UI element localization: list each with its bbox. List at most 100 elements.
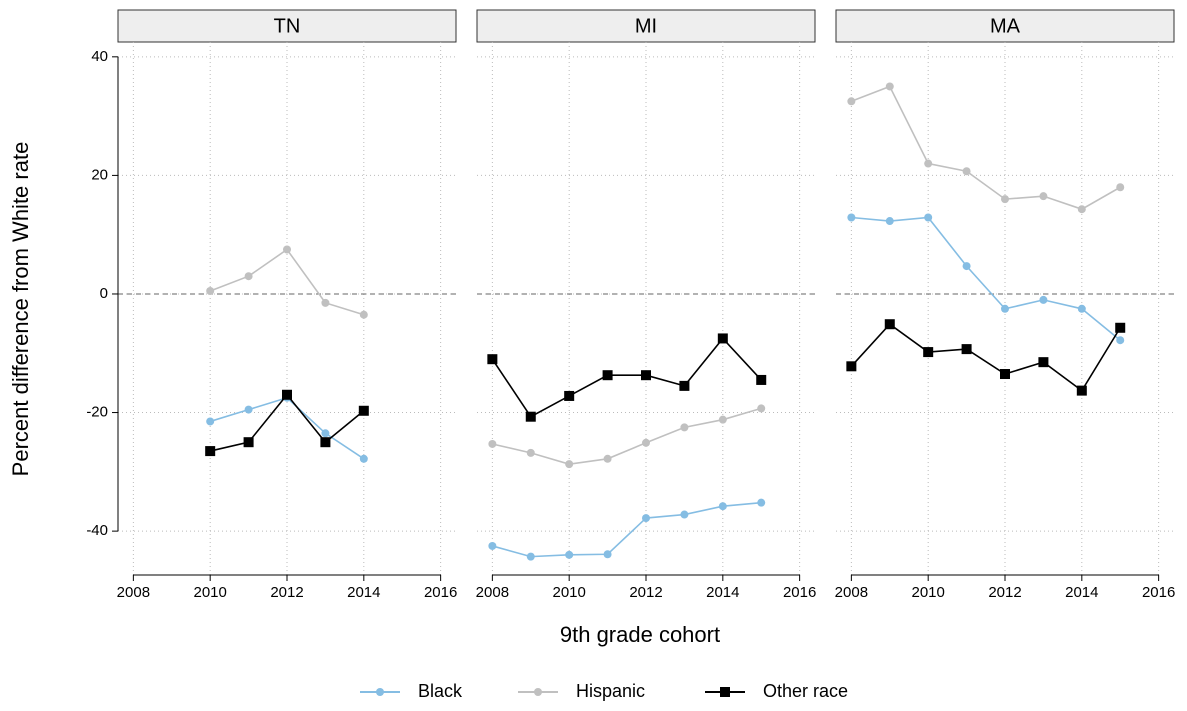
point [1077,304,1086,313]
line [851,216,1121,341]
point [603,454,612,463]
panel-title: TN [274,15,301,37]
point [757,498,766,507]
x-tick-label: 2010 [911,584,944,601]
legend-label: Other race [763,681,848,701]
point [1001,304,1009,313]
point [718,502,727,511]
point [924,159,933,168]
point [488,541,497,550]
y-tick-label: 40 [91,48,108,65]
point [526,448,535,457]
point [603,550,612,559]
point [564,390,575,401]
x-axis-label: 9th grade cohort [560,622,720,647]
line [492,407,762,465]
line [492,501,762,558]
legend-marker [376,688,384,696]
point [718,415,727,424]
point [282,389,292,400]
point [283,245,291,254]
point [488,439,497,448]
point [205,446,216,457]
point [885,82,894,91]
point [847,97,856,106]
x-tick-label: 2014 [347,584,380,601]
x-tick-label: 2012 [629,584,662,601]
x-tick-label: 2014 [706,584,739,601]
point [565,550,574,559]
strip [835,9,1175,43]
point [641,370,651,381]
strip [117,9,457,43]
point [679,380,690,391]
legend-label: Hispanic [576,681,645,701]
point [642,438,650,447]
point [243,437,254,448]
point [359,454,368,463]
legend-label: Black [418,681,463,701]
point [358,405,369,416]
point [1039,192,1048,201]
point [602,370,613,381]
point [1038,357,1049,368]
x-tick-label: 2016 [424,584,457,601]
line [851,85,1121,211]
point [680,510,689,519]
point [206,287,215,296]
point [1116,336,1125,345]
point [206,417,215,426]
legend-marker [534,688,542,696]
point [1116,183,1125,192]
point [526,552,535,561]
point [487,354,498,365]
point [359,310,368,319]
strip [476,9,816,43]
point [1115,322,1126,333]
x-tick-label: 2016 [1142,584,1175,601]
point [756,374,767,385]
line [850,323,1121,392]
point [884,319,895,330]
x-tick-label: 2012 [988,584,1021,601]
panel-title: MI [635,15,657,37]
point [923,347,934,358]
point [321,298,330,307]
x-tick-label: 2012 [270,584,303,601]
y-tick-label: -20 [86,404,108,421]
y-tick-label: 0 [100,285,108,302]
point [757,404,766,413]
point [962,167,971,176]
panel-title: MA [990,15,1021,37]
legend-marker [720,687,730,697]
y-axis-label: Percent difference from White rate [8,142,33,477]
point [680,423,689,432]
point [846,361,857,372]
line [491,337,762,418]
point [1077,205,1086,214]
point [1000,369,1010,380]
point [1076,385,1087,396]
point [962,262,971,271]
point [320,437,331,448]
point [1039,295,1048,304]
point [717,333,728,344]
x-tick-label: 2010 [193,584,226,601]
point [565,460,574,469]
x-tick-label: 2008 [476,584,509,601]
point [961,344,972,355]
x-tick-label: 2010 [552,584,585,601]
point [321,429,330,438]
x-tick-label: 2014 [1065,584,1098,601]
x-tick-label: 2016 [783,584,816,601]
point [244,272,253,281]
y-tick-label: 20 [91,166,108,183]
point [642,514,650,523]
point [525,411,536,422]
point [1001,195,1009,204]
y-tick-label: -40 [86,522,108,539]
point [244,405,253,414]
x-tick-label: 2008 [117,584,150,601]
point [847,213,856,222]
